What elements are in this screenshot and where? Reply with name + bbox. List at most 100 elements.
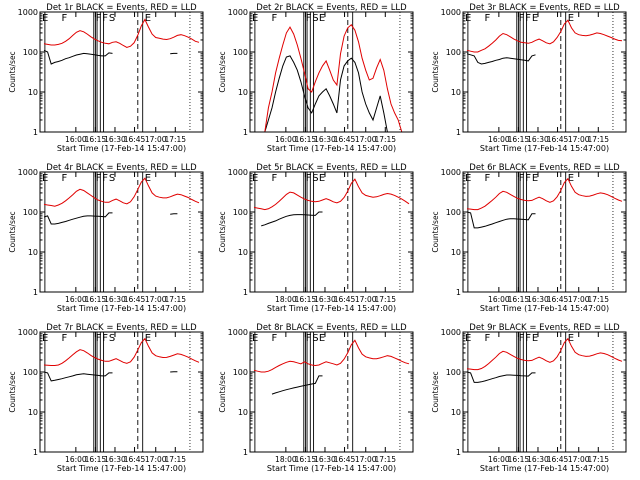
event-marker-label: F <box>485 173 491 184</box>
event-marker-label: S <box>312 13 318 24</box>
x-tick-label: 16:45 <box>334 455 356 464</box>
x-tick-label: 16:30 <box>314 295 336 304</box>
y-axis-label: Counts/sec <box>8 51 17 92</box>
y-tick-label: 1000 <box>441 8 461 17</box>
x-tick-label: 17:15 <box>374 295 396 304</box>
x-tick-label: 17:15 <box>587 295 609 304</box>
series-lld <box>253 178 410 211</box>
event-marker-label: F <box>306 13 312 24</box>
panel-title: Det 6r BLACK = Events, RED = LLD <box>469 163 620 173</box>
x-tick-label: 16:15 <box>508 135 530 144</box>
y-axis-label: Counts/sec <box>218 371 227 412</box>
x-tick-label: 17:00 <box>145 455 167 464</box>
series-events <box>43 371 178 382</box>
plot-frame <box>462 11 627 133</box>
series-events <box>264 55 391 133</box>
y-tick-label: 10 <box>28 248 38 257</box>
x-axis-label: Start Time (17-Feb-14 15:47:00) <box>267 144 396 153</box>
x-tick-label: 16:30 <box>104 295 126 304</box>
y-axis-label: Counts/sec <box>431 211 440 252</box>
plot-frame <box>39 171 204 293</box>
event-marker-label: E <box>42 333 48 344</box>
y-tick-label: 10 <box>28 88 38 97</box>
x-tick-label: 16:45 <box>124 295 146 304</box>
x-tick-label: 16:30 <box>314 455 336 464</box>
event-marker-label: E <box>532 333 538 344</box>
x-axis-label: Start Time (17-Feb-14 15:47:00) <box>480 144 609 153</box>
x-tick-label: 16:15 <box>85 295 107 304</box>
event-marker-label: E <box>42 173 48 184</box>
event-marker-label: E <box>252 333 258 344</box>
x-axis-label: Start Time (17-Feb-14 15:47:00) <box>57 304 186 313</box>
series-lld <box>466 337 623 371</box>
plot-frame <box>462 331 627 453</box>
x-tick-label: 16:00 <box>488 135 510 144</box>
event-marker-label: F <box>272 13 278 24</box>
event-marker-label: F <box>272 173 278 184</box>
plot-frame <box>249 171 414 293</box>
event-marker-label: F <box>485 13 491 24</box>
y-axis-label: Counts/sec <box>218 51 227 92</box>
x-tick-label: 16:00 <box>488 295 510 304</box>
x-tick-label: 16:15 <box>508 295 530 304</box>
x-tick-label: 16:30 <box>104 455 126 464</box>
x-tick-label: 17:00 <box>355 455 377 464</box>
series-lld <box>264 24 406 133</box>
panel-title: Det 8r BLACK = Events, RED = LLD <box>256 323 407 333</box>
event-marker-label: F <box>96 333 102 344</box>
x-tick-label: 17:15 <box>587 135 609 144</box>
plot-frame <box>39 331 204 453</box>
y-tick-label: 100 <box>446 48 461 57</box>
x-tick-label: 17:15 <box>587 455 609 464</box>
event-marker-label: E <box>465 13 471 24</box>
y-tick-label: 100 <box>233 368 248 377</box>
series-events <box>43 212 178 225</box>
series-events <box>43 49 178 65</box>
plot-frame <box>39 11 204 133</box>
y-tick-label: 10 <box>451 88 461 97</box>
x-axis-label: Start Time (17-Feb-14 15:47:00) <box>480 304 609 313</box>
series-events <box>466 211 536 229</box>
event-marker-label: F <box>272 333 278 344</box>
panel-title: Det 5r BLACK = Events, RED = LLD <box>256 163 407 173</box>
y-tick-label: 1000 <box>18 8 38 17</box>
y-tick-label: 1 <box>243 288 248 297</box>
series-lld <box>466 177 623 211</box>
x-axis-label: Start Time (17-Feb-14 15:47:00) <box>57 464 186 473</box>
series-events <box>271 375 323 395</box>
event-marker-label: F <box>525 333 531 344</box>
event-marker-label: E <box>252 13 258 24</box>
y-tick-label: 10 <box>238 88 248 97</box>
x-tick-label: 16:45 <box>124 135 146 144</box>
event-marker-label: E <box>568 333 574 344</box>
x-tick-label: 16:00 <box>488 455 510 464</box>
x-tick-label: 16:45 <box>334 295 356 304</box>
x-tick-label: 17:00 <box>355 135 377 144</box>
panel-title: Det 9r BLACK = Events, RED = LLD <box>469 323 620 333</box>
event-marker-label: F <box>102 333 108 344</box>
event-marker-label: E <box>465 173 471 184</box>
panel-title: Det 2r BLACK = Events, RED = LLD <box>256 3 407 13</box>
event-marker-label: S <box>109 13 115 24</box>
y-tick-label: 1000 <box>228 8 248 17</box>
x-tick-label: 17:00 <box>355 295 377 304</box>
y-tick-label: 1 <box>243 128 248 137</box>
event-marker-label: F <box>102 13 108 24</box>
x-tick-label: 17:15 <box>164 295 186 304</box>
y-axis-label: Counts/sec <box>218 211 227 252</box>
y-tick-label: 1000 <box>18 328 38 337</box>
event-marker-label: F <box>519 173 525 184</box>
x-tick-label: 16:00 <box>65 295 87 304</box>
x-tick-label: 16:15 <box>85 135 107 144</box>
x-tick-label: 17:15 <box>164 135 186 144</box>
y-axis-label: Counts/sec <box>8 371 17 412</box>
y-tick-label: 1000 <box>441 328 461 337</box>
x-tick-label: 16:45 <box>124 455 146 464</box>
series-events <box>466 53 536 65</box>
